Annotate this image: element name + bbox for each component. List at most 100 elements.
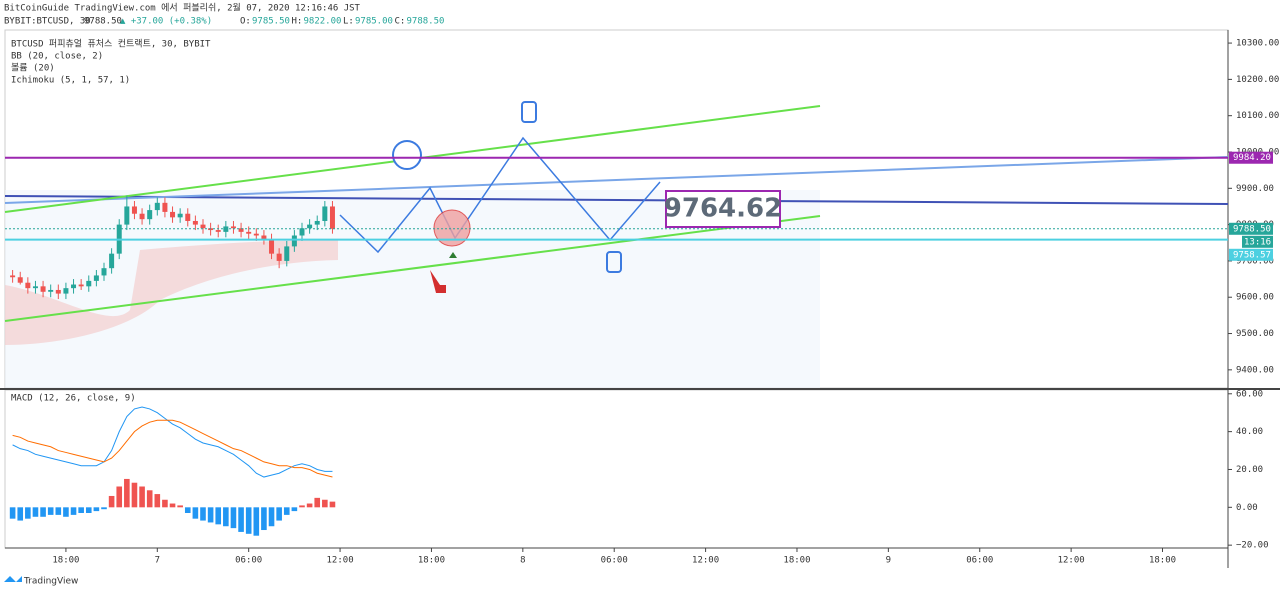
header-change: ▲ +37.00 (+0.38%) xyxy=(120,17,212,27)
x-tick-label: 18:00 xyxy=(52,556,79,566)
histogram-bar xyxy=(223,507,229,527)
candle-body xyxy=(261,235,267,240)
histogram-bar xyxy=(146,490,153,508)
ohlc-item: 9785.50 xyxy=(252,17,290,27)
histogram-bar xyxy=(306,503,313,508)
candle-body xyxy=(192,220,198,225)
x-tick-label: 12:00 xyxy=(327,556,354,566)
histogram-bar xyxy=(40,507,46,517)
candle-body xyxy=(246,231,252,234)
histogram-bar xyxy=(70,507,77,515)
candle-body xyxy=(177,213,183,218)
candle-body xyxy=(238,228,244,232)
x-tick-label: 12:00 xyxy=(692,556,719,566)
legend-line: 볼륨 (20) xyxy=(11,63,55,74)
x-tick-label: 9 xyxy=(886,556,891,566)
x-tick-label: 06:00 xyxy=(601,556,628,566)
candle-body xyxy=(185,213,191,221)
candle-body xyxy=(253,233,259,236)
legend-line: BTCUSD 퍼피츄얼 퓨처스 컨트랙트, 30, BYBIT xyxy=(11,38,211,50)
up-marker xyxy=(449,252,457,258)
legend-line: Ichimoku (5, 1, 57, 1) xyxy=(11,76,130,86)
y-tick-label: 9900.00 xyxy=(1236,184,1274,194)
histogram-bar xyxy=(108,495,115,508)
histogram-bar xyxy=(268,507,275,527)
level-label: 9758.57 xyxy=(1233,250,1271,260)
y-tick-label: 20.00 xyxy=(1236,465,1263,475)
y-tick-label: 9400.00 xyxy=(1236,365,1274,375)
hand-icon xyxy=(521,101,537,123)
candle-body xyxy=(329,206,335,229)
candle-body xyxy=(291,235,297,247)
header-symbol: BYBIT:BTCUSD, 30 xyxy=(4,17,91,27)
candle-body xyxy=(32,286,38,289)
candle-body xyxy=(299,228,305,236)
histogram-bar xyxy=(124,478,130,508)
x-tick-label: 7 xyxy=(155,556,160,566)
level-label: 9788.50 xyxy=(1233,224,1271,234)
x-tick-label: 12:00 xyxy=(1058,556,1085,566)
x-tick-label: 18:00 xyxy=(418,556,445,566)
candle-body xyxy=(276,253,282,261)
candle-body xyxy=(78,284,84,287)
histogram-bar xyxy=(101,507,107,510)
circle-marker xyxy=(433,209,471,247)
y-tick-label: 9600.00 xyxy=(1236,293,1274,303)
histogram-bar xyxy=(245,507,252,534)
x-tick-label: 8 xyxy=(520,556,525,566)
x-tick-label: 06:00 xyxy=(966,556,993,566)
candle-body xyxy=(314,220,320,225)
y-tick-label: 9500.00 xyxy=(1236,329,1274,339)
footer: TradingView xyxy=(23,577,78,587)
histogram-bar xyxy=(276,507,282,521)
logo xyxy=(4,576,22,582)
ohlc-item: H: xyxy=(292,17,303,27)
y-tick-label: 10100.00 xyxy=(1236,111,1279,121)
histogram-bar xyxy=(9,507,16,519)
trendline xyxy=(4,156,1229,204)
histogram-bar xyxy=(238,507,244,532)
y-tick-label: 9700.00 xyxy=(1236,256,1274,266)
candle-body xyxy=(147,210,153,220)
histogram-bar xyxy=(63,507,69,517)
header-title: BitCoinGuide TradingView.com 에서 퍼블리쉬, 2월… xyxy=(4,2,361,14)
x-tick-label: 18:00 xyxy=(1149,556,1176,566)
annotation: 9764.62 xyxy=(664,194,782,224)
trendline xyxy=(4,215,821,322)
candle-body xyxy=(131,206,137,214)
candle-body xyxy=(10,275,16,278)
candle-body xyxy=(124,206,130,225)
histogram-bar xyxy=(17,507,24,521)
histogram-bar xyxy=(139,486,145,508)
candle-body xyxy=(25,282,31,289)
candle-body xyxy=(307,224,313,229)
candle-body xyxy=(170,211,176,218)
candle-body xyxy=(109,253,115,269)
ohlc-item: 9822.00 xyxy=(304,17,342,27)
histogram-bar xyxy=(329,501,336,508)
histogram-bar xyxy=(116,486,123,508)
candle-body xyxy=(269,239,275,254)
drawings xyxy=(4,101,1229,388)
candle-body xyxy=(63,288,69,294)
macd-line xyxy=(12,419,333,478)
x-tick-label: 06:00 xyxy=(235,556,262,566)
y-tick-label: 10200.00 xyxy=(1236,75,1279,85)
legend-line: BB (20, close, 2) xyxy=(11,52,103,62)
histogram-bar xyxy=(215,507,222,525)
y-tick-label: 60.00 xyxy=(1236,389,1263,399)
ohlc-item: 9785.00 xyxy=(355,17,393,27)
level-tag xyxy=(1229,222,1273,235)
annotation-box xyxy=(665,190,781,228)
candle-body xyxy=(93,275,99,281)
x-tick-label: 18:00 xyxy=(783,556,810,566)
countdown: 13:16 xyxy=(1244,237,1271,247)
ohlc-item: L: xyxy=(343,17,354,27)
histogram-bar xyxy=(200,507,206,521)
histogram-bar xyxy=(192,507,199,519)
histogram-bar xyxy=(25,507,31,519)
candle-body xyxy=(162,202,168,212)
histogram-bar xyxy=(299,505,305,508)
histogram-bar xyxy=(261,507,267,531)
